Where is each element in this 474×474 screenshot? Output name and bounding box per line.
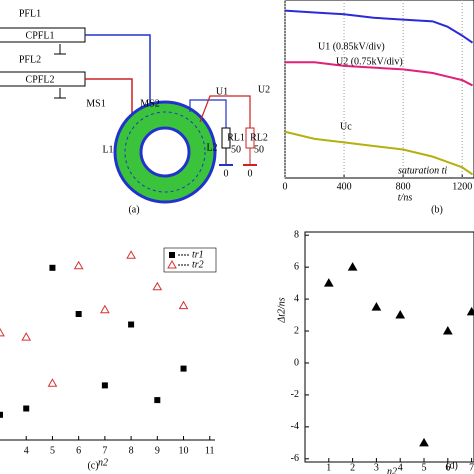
circuit-label: PFL2 [19,54,41,65]
legend-marker [167,259,177,269]
point [347,262,358,271]
circuit-label: 0 [224,168,229,179]
y-tick-label: -2 [291,389,299,400]
series-label: Uc [340,121,352,132]
y-tick-label: 4 [294,293,299,304]
point [23,405,30,412]
point [442,326,453,335]
circuit-label: U1 [216,86,228,97]
y-tick-label: 0 [294,357,299,368]
circuit-label: L2 [206,142,217,153]
wire-ms1 [85,78,133,118]
wire-ms2 [85,34,151,112]
point [152,281,163,291]
point [73,260,84,270]
y-tick-label: 8 [294,229,299,240]
circuit-label: 50 [231,144,241,155]
x-tick-label: 7 [469,462,474,473]
circuit-label: 0 [248,168,253,179]
x-tick-label: 800 [396,181,411,192]
point [323,278,334,287]
x-tick-label: 7 [102,445,107,456]
plot-frame [304,231,474,463]
legend-box [163,247,217,273]
panel-label: (b) [431,204,443,215]
point [178,300,189,310]
x-tick-label: 0 [283,181,288,192]
legend-marker [169,252,175,258]
y-tick-label: 6 [294,261,299,272]
circuit-label: CPFL1 [26,30,55,41]
point [128,321,135,328]
point [126,250,136,259]
circuit [0,27,257,204]
point [21,332,32,341]
circuit-label: RL2 [250,132,268,143]
circuit-label: L1 [102,144,113,155]
series-label: U2 (0.75kV/div) [336,56,403,67]
x-axis-label: n2 [98,457,108,468]
wire-u2 [199,95,251,128]
x-tick-label: 6 [76,445,81,456]
line [285,61,473,87]
toroid-winding [124,111,206,193]
circuit-label: PFL1 [19,8,41,19]
panel-label: (a) [128,204,139,215]
x-tick-label: 6 [445,462,450,473]
y-tick-label: -4 [291,421,299,432]
series-label: U1 (0.85kV/div) [318,41,385,52]
x-tick-label: 3 [374,462,379,473]
circuit-label: 50 [254,144,264,155]
annotation: saturation ti [398,165,447,176]
line [284,9,474,44]
x-tick-label: 8 [129,445,134,456]
x-axis-label: n2 [387,466,397,474]
circuit-label: MS1 [86,98,105,109]
y-axis-label: Δt2/ns [276,297,287,323]
point [395,310,406,319]
x-tick-label: 400 [337,181,352,192]
point [180,365,187,372]
y-tick-label: -6 [291,453,299,464]
circuit-label: U2 [258,84,270,95]
legend-label: tr1 [192,249,204,260]
circuit-label: CPFL2 [26,74,55,85]
point [49,264,56,271]
point [0,411,3,418]
y-tick-label: 2 [294,325,299,336]
point [101,382,108,389]
point [419,437,429,447]
x-tick-label: 2 [350,462,355,473]
x-tick-label: 1200 [452,181,472,192]
legend-label: tr2 [192,259,204,270]
circuit-label: RL1 [227,132,245,143]
x-tick-label: 11 [205,445,215,456]
line [284,130,474,176]
point [466,306,474,316]
x-tick-label: 5 [50,445,55,456]
plot-frame [284,0,474,179]
point [371,302,382,311]
circuit-label: MS2 [140,98,159,109]
x-axis-label: t/ns [398,192,413,203]
x-tick-label: 4 [398,462,403,473]
panel-label: (c) [87,460,98,471]
toroid-inner [139,126,191,178]
point [100,304,110,314]
x-tick-label: 9 [155,445,160,456]
x-tick-label: 5 [422,462,427,473]
point [154,397,161,404]
point [0,327,5,337]
x-tick-label: 1 [326,462,331,473]
panel-label: (d) [446,460,458,471]
x-tick-label: 4 [24,445,29,456]
x-tick-label: 10 [179,445,189,456]
point [47,378,58,387]
point [75,311,82,317]
